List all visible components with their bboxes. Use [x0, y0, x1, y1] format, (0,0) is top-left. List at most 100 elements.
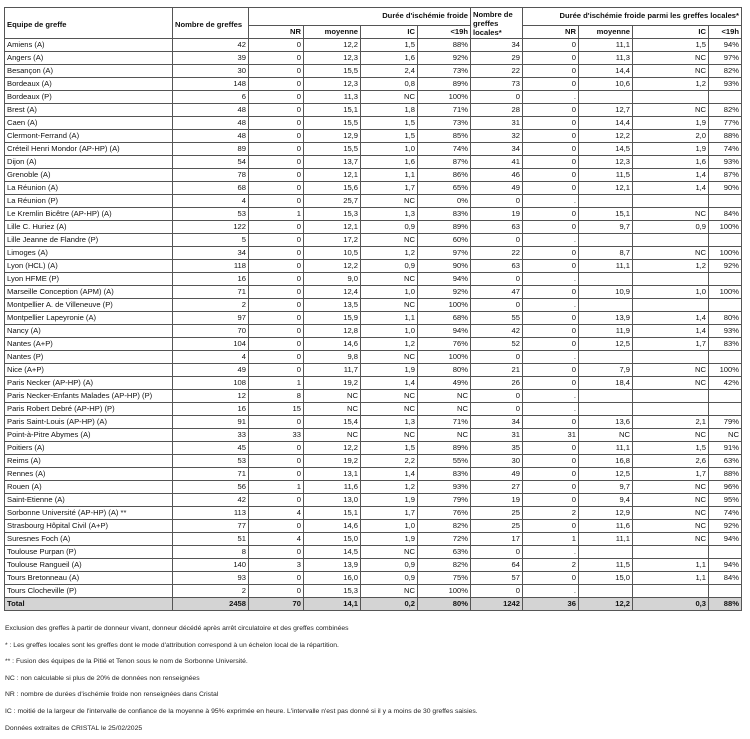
cell-nr: 33	[248, 428, 304, 442]
cell-local-nr: .	[522, 350, 579, 364]
cell-local-nr: 2	[522, 506, 579, 520]
cell-local-mean: 18,4	[578, 376, 633, 390]
cell-ic: 1,2	[360, 337, 418, 351]
cell-team: Toulouse Rangueil (A)	[4, 558, 173, 572]
cell-ic: 1,6	[360, 155, 418, 169]
cell-mean: 14,6	[303, 519, 361, 533]
cell-nr: 0	[248, 181, 304, 195]
cell-lt19h: 80%	[417, 363, 471, 377]
cell-count: 34	[172, 246, 249, 260]
cell-nr: 3	[248, 558, 304, 572]
cell-count: 16	[172, 402, 249, 416]
cell-local-lt19h: 74%	[708, 142, 742, 156]
cell-local-count: 26	[470, 376, 523, 390]
cell-lt19h: 89%	[417, 441, 471, 455]
cell-local-count: 25	[470, 506, 523, 520]
cell-local-nr: 0	[522, 493, 579, 507]
cell-local-nr: 0	[522, 337, 579, 351]
cell-local-count: 0	[470, 350, 523, 364]
cell-local-count: 52	[470, 337, 523, 351]
cell-team: Caen (A)	[4, 116, 173, 130]
cell-count: 49	[172, 363, 249, 377]
table-row: Reims (A) 53 0 19,2 2,2 55% 30 0 16,8 2,6 63%	[4, 454, 742, 468]
cell-local-lt19h: 77%	[708, 116, 742, 130]
cell-local-lt19h: 93%	[708, 155, 742, 169]
table-row: Lille C. Huriez (A) 122 0 12,1 0,9 89% 63 0 9,7 0…	[4, 220, 742, 234]
cell-nr: 0	[248, 324, 304, 338]
table-row: Besançon (A) 30 0 15,5 2,4 73% 22 0 14,4 NC 82%	[4, 64, 742, 78]
cell-local-lt19h: 93%	[708, 324, 742, 338]
cell-local-lt19h: 93%	[708, 77, 742, 91]
cell-local-nr: 0	[522, 376, 579, 390]
cell-ic: 1,5	[360, 441, 418, 455]
header-count: Nombre de greffes	[172, 7, 249, 39]
footnote: * : Les greffes locales sont les greffes…	[5, 641, 339, 649]
cell-team: Lille C. Huriez (A)	[4, 220, 173, 234]
cell-local-mean	[578, 350, 633, 364]
cell-local-mean: 12,5	[578, 467, 633, 481]
cell-local-count: 29	[470, 51, 523, 65]
header-local-nr: NR	[522, 25, 579, 39]
cell-local-mean: 12,7	[578, 103, 633, 117]
cell-local-nr: 0	[522, 155, 579, 169]
cell-local-mean: 15,0	[578, 571, 633, 585]
cell-count: 113	[172, 506, 249, 520]
table-row: Toulouse Rangueil (A) 140 3 13,9 0,9 82% 64 2 11…	[4, 558, 742, 572]
cell-mean: 15,3	[303, 584, 361, 598]
cell-team: Montpellier A. de Villeneuve (P)	[4, 298, 173, 312]
cell-local-count: 0	[470, 298, 523, 312]
cell-local-count: 34	[470, 142, 523, 156]
cell-local-count: 47	[470, 285, 523, 299]
cell-local-ic: 1,9	[632, 142, 709, 156]
cell-mean: 16,0	[303, 571, 361, 585]
cell-local-mean: 15,1	[578, 207, 633, 221]
cell-team: Lille Jeanne de Flandre (P)	[4, 233, 173, 247]
cell-local-count: 34	[470, 415, 523, 429]
cell-lt19h: 65%	[417, 181, 471, 195]
cell-mean: 17,2	[303, 233, 361, 247]
cell-team: Nantes (P)	[4, 350, 173, 364]
cell-local-mean: 9,7	[578, 480, 633, 494]
cell-lt19h: 55%	[417, 454, 471, 468]
cell-count: 33	[172, 428, 249, 442]
cell-lt19h: 86%	[417, 168, 471, 182]
cell-local-lt19h: 92%	[708, 519, 742, 533]
cell-lt19h: 97%	[417, 246, 471, 260]
cell-count: 53	[172, 454, 249, 468]
cell-mean: 10,5	[303, 246, 361, 260]
cell-count: 78	[172, 168, 249, 182]
cell-nr: 0	[248, 233, 304, 247]
cell-local-mean: 14,4	[578, 64, 633, 78]
cell-team: Amiens (A)	[4, 38, 173, 52]
table-row: Nantes (P) 4 0 9,8 NC 100% 0.	[4, 350, 742, 364]
cell-lt19h: 87%	[417, 155, 471, 169]
table-row: Sorbonne Université (AP-HP) (A) ** 113 4 15…	[4, 506, 742, 520]
cell-local-ic	[632, 402, 709, 416]
cell-ic: NC	[360, 350, 418, 364]
cell-team: La Réunion (P)	[4, 194, 173, 208]
cell-nr: 0	[248, 246, 304, 260]
cell-local-nr: 0	[522, 220, 579, 234]
cell-nr: 0	[248, 545, 304, 559]
cell-local-count: 27	[470, 480, 523, 494]
cell-lt19h: NC	[417, 402, 471, 416]
cell-local-mean: 11,9	[578, 324, 633, 338]
cell-local-mean: 16,8	[578, 454, 633, 468]
cell-local-mean	[578, 402, 633, 416]
cell-ic: 2,4	[360, 64, 418, 78]
cell-local-lt19h: 88%	[708, 129, 742, 143]
cell-lt19h: 90%	[417, 259, 471, 273]
cell-local-lt19h: 82%	[708, 103, 742, 117]
cell-ic: 1,2	[360, 246, 418, 260]
cell-mean: 12,2	[303, 38, 361, 52]
cell-local-mean	[578, 545, 633, 559]
cell-ic: 1,2	[360, 480, 418, 494]
cell-ic: NC	[360, 389, 418, 403]
cell-local-nr: 0	[522, 480, 579, 494]
cell-local-nr: .	[522, 545, 579, 559]
cell-local-lt19h	[708, 584, 742, 598]
cell-lt19h: 73%	[417, 64, 471, 78]
cell-local-ic: NC	[632, 51, 709, 65]
cell-lt19h: 100%	[417, 584, 471, 598]
cell-nr: 0	[248, 350, 304, 364]
